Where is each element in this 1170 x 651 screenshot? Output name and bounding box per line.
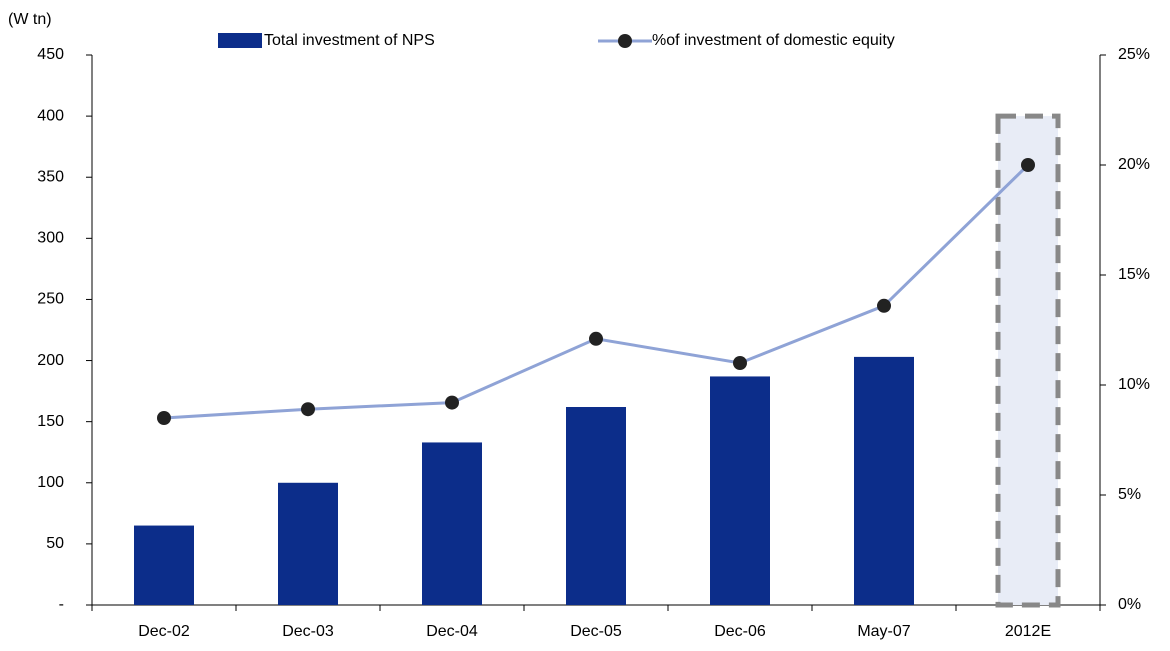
bar xyxy=(422,442,482,605)
x-tick-label: 2012E xyxy=(1005,623,1051,640)
bar xyxy=(995,113,1061,608)
y2-tick-label: 25% xyxy=(1118,46,1150,63)
y-axis-label: (W tn) xyxy=(8,11,52,28)
marker xyxy=(589,331,603,346)
bar xyxy=(854,356,914,605)
y-tick-label: 450 xyxy=(37,46,64,63)
y-tick-label: 150 xyxy=(37,413,64,430)
marker xyxy=(157,411,171,425)
y2-tick-label: 15% xyxy=(1118,266,1150,283)
y2-tick-label: 5% xyxy=(1118,486,1141,503)
marker xyxy=(301,402,315,417)
bar xyxy=(710,376,770,605)
y2-tick-label: 20% xyxy=(1118,156,1150,173)
legend-label: %of investment of domestic equity xyxy=(652,32,895,49)
marker xyxy=(877,298,891,313)
legend-marker xyxy=(618,34,632,48)
marker xyxy=(733,356,747,370)
marker xyxy=(1021,158,1035,172)
x-tick-label: Dec-06 xyxy=(714,623,766,640)
x-tick-label: Dec-03 xyxy=(282,623,334,640)
y-tick-label: 200 xyxy=(37,352,64,369)
marker xyxy=(445,395,459,410)
y-tick-label: 250 xyxy=(37,291,64,308)
x-tick-label: Dec-02 xyxy=(138,623,190,640)
y2-tick-label: 10% xyxy=(1118,376,1150,393)
y-tick-label: 50 xyxy=(46,535,64,552)
bar xyxy=(278,482,338,605)
legend-label: Total investment of NPS xyxy=(264,32,435,49)
y-tick-label: 400 xyxy=(37,107,64,124)
bar xyxy=(134,525,194,605)
x-tick-label: Dec-05 xyxy=(570,623,622,640)
x-tick-label: May-07 xyxy=(857,623,910,640)
y2-tick-label: 0% xyxy=(1118,596,1141,613)
legend-swatch xyxy=(218,33,262,48)
y-tick-label: 300 xyxy=(37,230,64,247)
y-tick-label: 350 xyxy=(37,168,64,185)
y-tick-label: - xyxy=(59,596,64,613)
bar xyxy=(566,407,626,605)
y-tick-label: 100 xyxy=(37,474,64,491)
x-tick-label: Dec-04 xyxy=(426,623,478,640)
